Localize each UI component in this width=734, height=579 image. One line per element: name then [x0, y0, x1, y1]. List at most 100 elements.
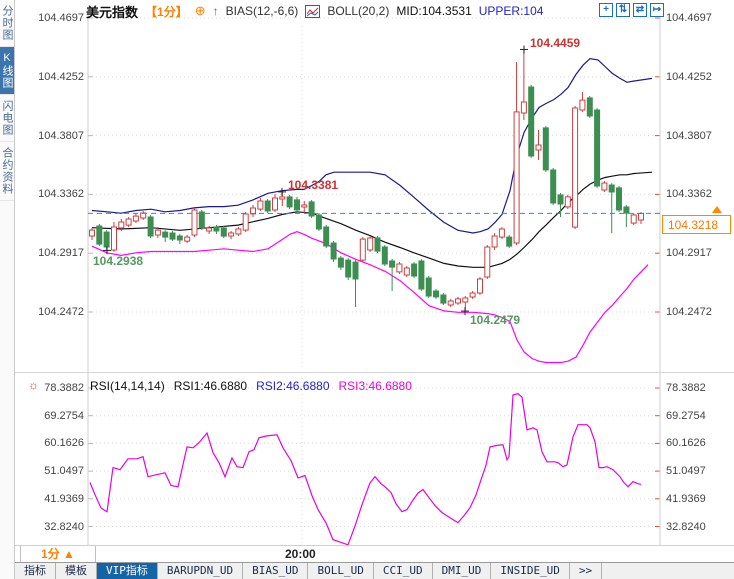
y-axis-label-left: 51.0497	[44, 465, 84, 478]
tab-BOLL_UD[interactable]: BOLL_UD	[308, 563, 374, 579]
rsi-header: RSI(14,14,14) RSI1:46.6880 RSI2:46.6880 …	[90, 379, 412, 393]
candle-body	[396, 263, 403, 273]
candle-body	[535, 144, 542, 151]
y-axis-label-right: 104.3362	[666, 188, 712, 201]
candle-body	[484, 246, 491, 278]
zoom-horizontal-icon[interactable]: ⇄	[633, 3, 647, 17]
rsi1-value: RSI1:46.6880	[173, 379, 248, 393]
tab-DMI_UD[interactable]: DMI_UD	[433, 563, 492, 579]
tab-指标[interactable]: 指标	[15, 563, 56, 579]
tab-BIAS_UD[interactable]: BIAS_UD	[243, 563, 309, 579]
candle-body	[176, 235, 183, 241]
sidebar-item-闪电图[interactable]: 闪电图	[0, 95, 14, 142]
candle-body	[579, 99, 586, 111]
tab-VIP指标[interactable]: VIP指标	[97, 563, 158, 579]
candle-body	[520, 101, 527, 114]
candle-body	[235, 228, 242, 235]
y-axis-label-right: 32.8240	[666, 520, 706, 533]
add-indicator-icon[interactable]: ⊕	[194, 3, 206, 18]
y-axis-label-left: 104.4252	[38, 70, 84, 83]
y-axis-label-left: 104.3807	[38, 129, 84, 142]
candle-body	[89, 229, 95, 237]
candle-body	[191, 209, 198, 236]
boll-indicator-label[interactable]: BOLL(20,2)	[327, 4, 390, 18]
sidebar-item-合约资料[interactable]: 合约资料	[0, 142, 14, 201]
y-axis-label-left: 104.3362	[38, 188, 84, 201]
candle-body	[198, 211, 205, 229]
boll-upper-value: UPPER:104	[478, 4, 544, 18]
y-axis-label-right: 78.3882	[666, 382, 706, 394]
y-axis-label-left: 32.8240	[44, 520, 84, 533]
candle-body	[433, 290, 439, 298]
candle-body	[616, 187, 622, 211]
bias-indicator-label[interactable]: BIAS(12,-6,6)	[225, 4, 299, 18]
chart-type-sidebar: 分时图 K线图 闪电图 合约资料	[0, 0, 15, 579]
tab->>[interactable]: >>	[570, 563, 603, 579]
tab-BARUPDN_UD[interactable]: BARUPDN_UD	[158, 563, 244, 579]
candle-body	[477, 278, 483, 294]
candle-body	[389, 260, 396, 268]
pan-icon[interactable]: +	[599, 3, 613, 17]
candle-body	[147, 216, 154, 237]
tab-INSIDE_UD[interactable]: INSIDE_UD	[491, 563, 570, 579]
price-up-triangle-icon	[712, 206, 722, 214]
candle-body	[491, 235, 498, 248]
candle-body	[550, 169, 557, 204]
price-annotation: 104.2479	[470, 313, 520, 327]
period-label[interactable]: 【1分】	[145, 4, 188, 19]
tab-模板[interactable]: 模板	[56, 563, 97, 579]
candle-body	[213, 226, 220, 232]
candle-body	[586, 97, 593, 117]
candle-body	[264, 200, 271, 212]
candle-body	[381, 246, 388, 265]
bollinger-upper-line	[91, 57, 653, 234]
y-axis-label-right: 104.3807	[666, 129, 712, 142]
price-annotation: 104.4459	[530, 36, 580, 50]
candle-body	[96, 225, 103, 245]
y-axis-label-left: 60.1626	[44, 437, 84, 450]
indicator-settings-icon[interactable]: ☼	[28, 378, 39, 392]
candle-body	[469, 292, 476, 298]
candle-body	[294, 199, 300, 211]
candle-body	[638, 212, 644, 221]
candles-layer	[89, 49, 644, 312]
timeframe-selector[interactable]: 1分 ▲	[20, 546, 96, 562]
indicator-tab-bar: 指标 模板 VIP指标 BARUPDN_UD BIAS_UD BOLL_UD CCI_UD D…	[15, 562, 734, 579]
candle-body	[242, 213, 249, 231]
chart-header: 美元指数 【1分】 ⊕ ↑ BIAS(12,-6,6) BOLL(20,2) M…	[86, 3, 544, 20]
candle-body	[337, 257, 344, 268]
candle-body	[228, 232, 235, 237]
sidebar-item-分时图[interactable]: 分时图	[0, 0, 14, 47]
candle-body	[403, 267, 410, 276]
candle-body	[455, 298, 461, 304]
rsi2-value: RSI2:46.6880	[256, 379, 330, 393]
sidebar-item-K线图[interactable]: K线图	[0, 47, 14, 95]
candle-body	[359, 238, 366, 261]
candle-body	[594, 109, 601, 187]
bollinger-lower-line	[91, 231, 649, 364]
tab-CCI_UD[interactable]: CCI_UD	[374, 563, 433, 579]
candle-body	[162, 231, 169, 238]
candle-body	[411, 263, 418, 277]
candle-body	[257, 200, 264, 210]
exit-icon[interactable]: ↦	[650, 3, 664, 17]
candle-body	[418, 260, 425, 290]
time-axis-row: 1分 ▲ 20:00	[15, 545, 734, 562]
candle-body	[564, 196, 571, 208]
price-annotation: 104.2938	[93, 254, 143, 268]
candle-body	[513, 111, 520, 244]
candle-body	[103, 231, 110, 248]
current-price-value: 104.3218	[668, 218, 719, 233]
rsi-title[interactable]: RSI(14,14,14)	[90, 379, 165, 393]
rsi3-value: RSI3:46.6880	[338, 379, 412, 393]
candle-body	[169, 232, 176, 240]
zoom-vertical-icon[interactable]: ⇅	[616, 3, 630, 17]
candle-body	[572, 107, 579, 228]
candle-body	[279, 196, 286, 200]
chart-line-icon	[305, 4, 321, 18]
y-axis-label-left: 104.2917	[38, 247, 84, 260]
y-axis-label-right: 104.2917	[666, 247, 712, 260]
candle-body	[447, 300, 454, 306]
candle-body	[184, 236, 191, 242]
